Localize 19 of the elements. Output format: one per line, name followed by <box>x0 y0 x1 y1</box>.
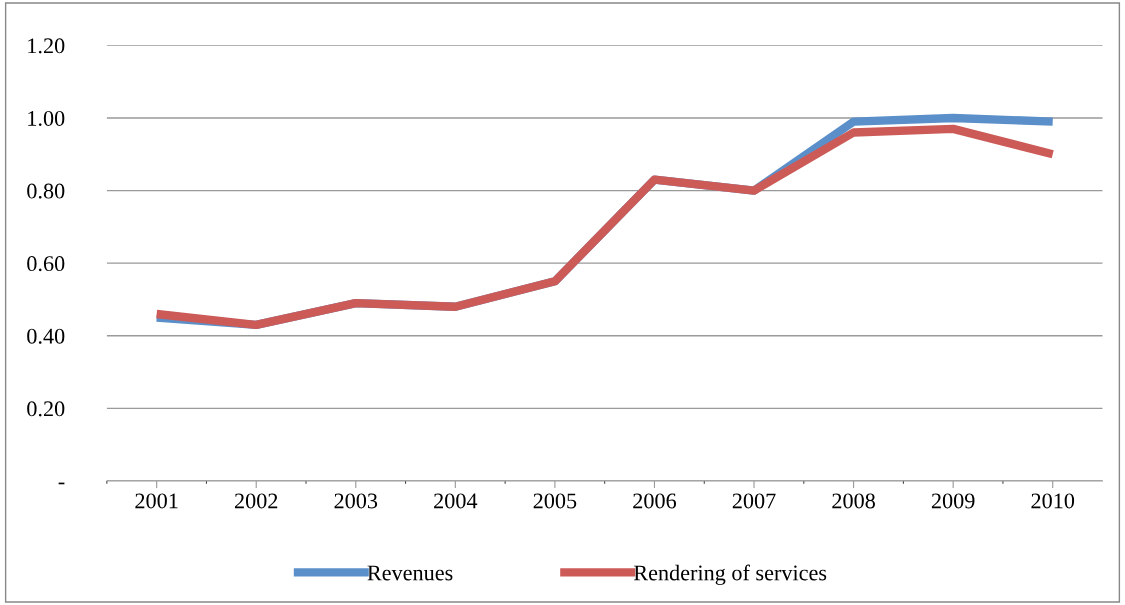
x-tick-label: 2004 <box>434 493 478 509</box>
x-tick-label: 2002 <box>234 493 278 509</box>
y-tick-label: - <box>58 482 65 485</box>
legend-label: Rendering of services <box>633 564 827 585</box>
x-tick-label: 2010 <box>1031 493 1075 509</box>
y-tick-label: 0.80 <box>27 183 65 199</box>
x-tick-label: 2001 <box>135 493 178 509</box>
x-tick-label: 2007 <box>732 493 776 509</box>
x-tick-label: 2008 <box>832 493 875 509</box>
x-tick-label: 2009 <box>931 493 975 509</box>
y-tick-label: 0.20 <box>27 401 65 417</box>
x-tick-label: 2005 <box>533 493 577 509</box>
x-tick-label: 2006 <box>633 493 677 509</box>
y-tick-label: 0.40 <box>27 328 65 344</box>
y-tick-label: 1.20 <box>28 38 65 54</box>
y-tick-label: 0.60 <box>27 256 65 272</box>
y-tick-label: 1.00 <box>28 110 65 126</box>
x-tick-label: 2003 <box>334 493 378 509</box>
legend-label: Revenues <box>367 565 453 581</box>
